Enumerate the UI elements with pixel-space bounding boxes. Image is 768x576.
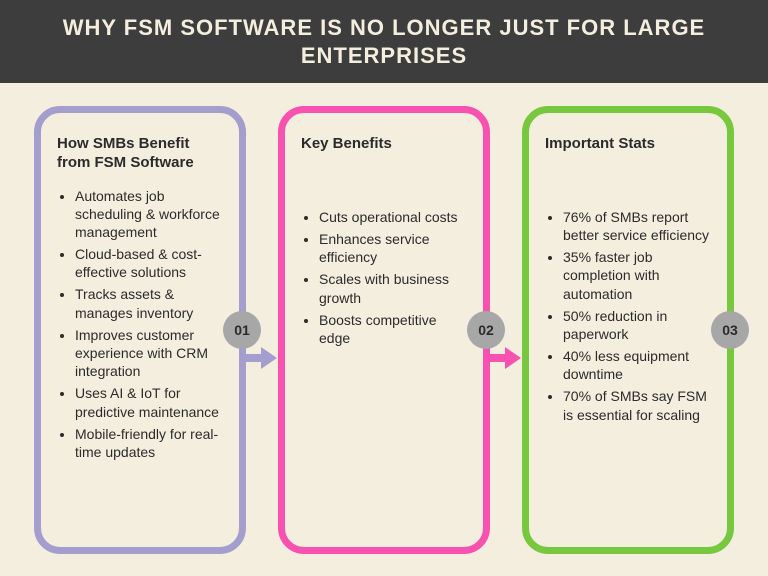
card-smb-benefits: How SMBs Benefit from FSM Software Autom…	[34, 106, 246, 554]
list-item: 70% of SMBs say FSM is essential for sca…	[563, 387, 711, 423]
arrow-icon	[485, 347, 521, 369]
list-item: Scales with business growth	[319, 270, 467, 306]
step-badge: 01	[223, 311, 261, 349]
list-item: 40% less equipment downtime	[563, 347, 711, 383]
list-item: Cuts operational costs	[319, 208, 467, 226]
page-title: WHY FSM SOFTWARE IS NO LONGER JUST FOR L…	[0, 0, 768, 83]
list-item: Enhances service efficiency	[319, 230, 467, 266]
cards-row: How SMBs Benefit from FSM Software Autom…	[0, 106, 768, 576]
step-badge: 03	[711, 311, 749, 349]
card-list: 76% of SMBs report better service effici…	[545, 208, 711, 424]
list-item: Mobile-friendly for real-time updates	[75, 425, 223, 461]
card-list: Automates job scheduling & workforce man…	[57, 187, 223, 462]
list-item: Uses AI & IoT for predictive maintenance	[75, 384, 223, 420]
spacer	[545, 168, 711, 208]
arrow-icon	[241, 347, 277, 369]
list-item: Tracks assets & manages inventory	[75, 285, 223, 321]
infographic-page: WHY FSM SOFTWARE IS NO LONGER JUST FOR L…	[0, 0, 768, 576]
list-item: Cloud-based & cost-effective solutions	[75, 245, 223, 281]
card-key-benefits: Key Benefits Cuts operational costs Enha…	[278, 106, 490, 554]
card-list: Cuts operational costs Enhances service …	[301, 208, 467, 347]
card-title: Key Benefits	[301, 135, 467, 154]
card-title: How SMBs Benefit from FSM Software	[57, 135, 223, 173]
list-item: 76% of SMBs report better service effici…	[563, 208, 711, 244]
list-item: Improves customer experience with CRM in…	[75, 326, 223, 381]
list-item: 35% faster job completion with automatio…	[563, 248, 711, 303]
step-badge: 02	[467, 311, 505, 349]
list-item: Boosts competitive edge	[319, 311, 467, 347]
spacer	[301, 168, 467, 208]
card-important-stats: Important Stats 76% of SMBs report bette…	[522, 106, 734, 554]
list-item: 50% reduction in paperwork	[563, 307, 711, 343]
card-title: Important Stats	[545, 135, 711, 154]
list-item: Automates job scheduling & workforce man…	[75, 187, 223, 242]
